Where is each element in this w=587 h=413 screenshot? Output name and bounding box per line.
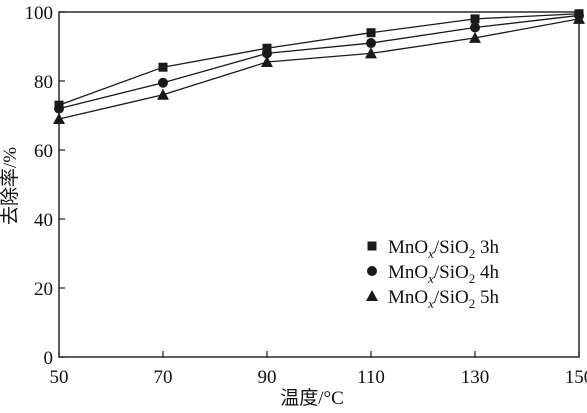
legend-square-icon	[367, 241, 377, 251]
triangle-marker	[365, 47, 377, 59]
legend-label: MnOx/SiO2 4h	[388, 262, 500, 286]
y-tick-label: 40	[34, 210, 53, 231]
legend-label: MnOx/SiO2 3h	[388, 237, 500, 261]
square-marker	[262, 43, 272, 53]
triangle-marker	[157, 88, 169, 100]
x-axis-title: 温度/°C	[280, 387, 344, 409]
axes: 50 70 90 110 130 150 0 20 40 60 80 100	[25, 3, 587, 388]
x-tick-label: 150	[565, 367, 587, 388]
x-tick-label: 70	[154, 367, 173, 388]
plot-frame	[58, 11, 580, 358]
triangle-marker	[53, 112, 65, 124]
series-line	[58, 14, 580, 110]
triangle-marker	[573, 12, 585, 24]
y-axis-title: 去除率/%	[0, 147, 21, 225]
square-marker	[366, 28, 376, 38]
legend-circle-icon	[367, 266, 377, 276]
triangle-marker	[469, 31, 481, 43]
x-tick-label: 110	[357, 367, 385, 388]
x-tick-label: 50	[50, 367, 69, 388]
series-line	[58, 13, 580, 106]
series-3	[53, 12, 585, 124]
y-tick-label: 20	[34, 279, 53, 300]
circle-marker	[262, 48, 272, 59]
square-marker	[158, 62, 168, 72]
legend-triangle-icon	[366, 290, 378, 301]
y-tick-label: 80	[34, 72, 53, 93]
x-tick-label: 130	[461, 367, 490, 388]
circle-marker	[54, 103, 64, 114]
legend-item: MnOx/SiO2 3h	[367, 237, 500, 261]
series-2	[54, 10, 584, 114]
square-marker	[470, 14, 480, 24]
legend-item: MnOx/SiO2 4h	[367, 262, 500, 286]
triangle-marker	[261, 56, 273, 68]
circle-marker	[366, 38, 376, 49]
x-tick-label: 90	[258, 367, 277, 388]
series-line	[58, 18, 580, 120]
y-tick-label: 60	[34, 141, 53, 162]
circle-marker	[158, 77, 168, 88]
legend-item: MnOx/SiO2 5h	[366, 287, 500, 311]
legend-label: MnOx/SiO2 5h	[388, 287, 500, 311]
y-tick-label: 100	[25, 3, 54, 24]
series-layer	[53, 9, 585, 124]
circle-marker	[470, 22, 480, 33]
y-tick-label: 0	[44, 348, 54, 369]
